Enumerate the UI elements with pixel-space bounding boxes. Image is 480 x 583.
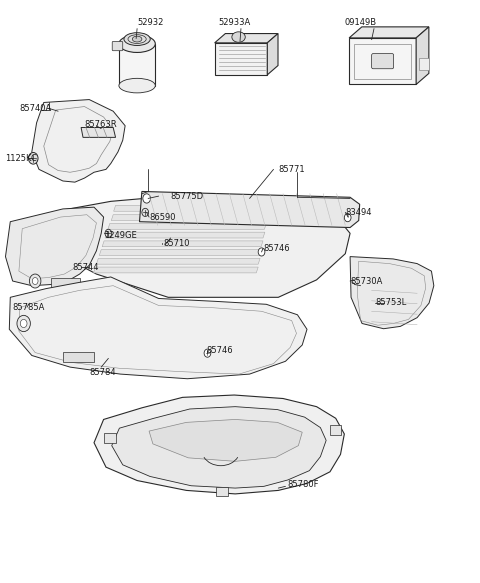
Text: 85730A: 85730A [350, 276, 383, 286]
Circle shape [32, 278, 38, 285]
Polygon shape [96, 258, 260, 264]
Ellipse shape [124, 33, 150, 45]
Polygon shape [99, 250, 262, 255]
Bar [216, 487, 228, 496]
Circle shape [17, 315, 30, 332]
Polygon shape [119, 44, 156, 86]
Polygon shape [102, 241, 263, 247]
Text: 85746: 85746 [206, 346, 233, 354]
Text: 85710: 85710 [163, 239, 190, 248]
FancyBboxPatch shape [419, 58, 429, 70]
Text: 85763R: 85763R [84, 120, 117, 129]
Polygon shape [114, 205, 269, 211]
Polygon shape [112, 407, 326, 488]
Polygon shape [349, 38, 416, 85]
Text: 85744: 85744 [72, 262, 99, 272]
Text: 85785A: 85785A [12, 303, 45, 312]
Ellipse shape [119, 35, 156, 52]
Polygon shape [81, 128, 116, 138]
Text: 85740A: 85740A [20, 104, 52, 113]
Polygon shape [267, 34, 278, 75]
Circle shape [258, 248, 265, 256]
Polygon shape [416, 27, 429, 85]
Circle shape [143, 194, 151, 203]
Circle shape [344, 213, 351, 222]
Polygon shape [32, 100, 125, 182]
Polygon shape [111, 215, 268, 220]
Text: 85753L: 85753L [375, 298, 406, 307]
Circle shape [105, 229, 112, 237]
Circle shape [28, 153, 38, 164]
Polygon shape [9, 277, 307, 379]
Text: 85784: 85784 [89, 368, 116, 377]
Bar [104, 433, 116, 442]
Polygon shape [5, 207, 104, 286]
Polygon shape [108, 223, 266, 229]
Text: 85771: 85771 [278, 165, 305, 174]
Polygon shape [105, 232, 265, 238]
Text: 52932: 52932 [137, 18, 164, 27]
Polygon shape [215, 43, 267, 75]
Polygon shape [350, 257, 434, 329]
Circle shape [204, 349, 211, 357]
Text: 1125KC: 1125KC [5, 154, 37, 163]
Polygon shape [94, 267, 258, 273]
Text: 52933A: 52933A [218, 18, 251, 27]
Circle shape [29, 274, 41, 288]
Text: 1249GE: 1249GE [104, 231, 136, 240]
Text: 09149B: 09149B [344, 18, 376, 27]
Circle shape [20, 319, 27, 328]
Polygon shape [349, 27, 429, 38]
FancyBboxPatch shape [63, 352, 94, 363]
Text: 85780F: 85780F [288, 480, 319, 489]
Bar [330, 425, 341, 434]
FancyBboxPatch shape [112, 41, 123, 51]
Text: 85746: 85746 [263, 244, 289, 253]
Ellipse shape [128, 35, 146, 44]
Polygon shape [149, 419, 302, 461]
FancyBboxPatch shape [372, 54, 394, 69]
Text: 86590: 86590 [149, 213, 176, 222]
Polygon shape [140, 191, 360, 227]
Polygon shape [46, 198, 350, 297]
Text: 83494: 83494 [345, 208, 372, 217]
Polygon shape [215, 34, 278, 43]
Ellipse shape [119, 78, 156, 93]
Ellipse shape [132, 36, 142, 42]
Ellipse shape [232, 32, 245, 43]
Polygon shape [94, 395, 344, 494]
FancyBboxPatch shape [51, 278, 80, 289]
Circle shape [142, 208, 149, 216]
Text: 85775D: 85775D [170, 192, 204, 201]
